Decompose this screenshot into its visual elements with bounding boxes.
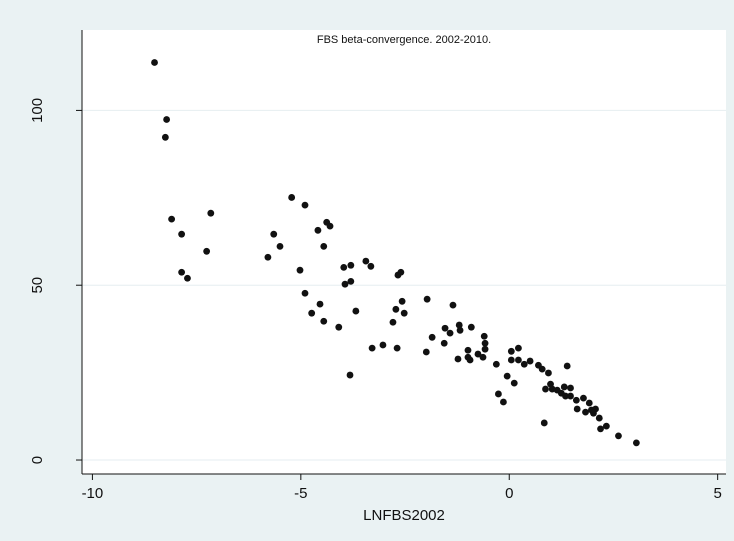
point [520, 360, 528, 368]
plot-area [82, 30, 726, 474]
point [602, 422, 610, 430]
point [400, 309, 408, 317]
point [563, 362, 571, 370]
point [454, 355, 462, 363]
point [495, 390, 502, 398]
point [316, 300, 324, 308]
point [507, 356, 515, 364]
x-tick-label: -5 [294, 485, 307, 502]
point [389, 318, 397, 326]
chart-title: FBS beta-convergence. 2002-2010. [317, 34, 491, 46]
point [397, 268, 405, 276]
x-tick-label: 0 [505, 485, 513, 502]
point [440, 339, 448, 347]
point [526, 357, 534, 365]
point [335, 323, 343, 331]
point [398, 297, 406, 305]
point [597, 425, 604, 433]
point [595, 414, 603, 422]
point [510, 379, 518, 387]
point [615, 432, 622, 440]
point [163, 116, 171, 123]
x-tick-label: 5 [713, 485, 721, 502]
point [184, 274, 191, 282]
point [288, 194, 296, 201]
point [352, 307, 360, 315]
point [464, 346, 472, 354]
point [479, 353, 487, 361]
point [500, 398, 507, 406]
point [585, 399, 593, 407]
point [161, 133, 169, 141]
point [301, 289, 309, 297]
point [347, 277, 355, 285]
point [466, 356, 474, 364]
point [456, 326, 464, 334]
point [308, 309, 316, 317]
point [347, 261, 355, 269]
point [481, 339, 489, 347]
point [582, 408, 589, 416]
point [446, 329, 454, 337]
point [515, 344, 522, 352]
point [168, 215, 176, 223]
point [449, 301, 457, 309]
point [207, 209, 215, 217]
point [340, 263, 348, 271]
point [567, 384, 574, 392]
point [515, 356, 522, 364]
point [422, 348, 430, 356]
point [474, 350, 482, 358]
point [560, 383, 568, 391]
point [178, 268, 186, 276]
point [178, 230, 186, 238]
point [455, 321, 463, 329]
point [362, 257, 370, 265]
point [580, 394, 587, 402]
point [492, 360, 500, 368]
point [562, 392, 569, 400]
point [423, 295, 431, 303]
point [481, 345, 489, 353]
point [545, 369, 552, 377]
point [542, 385, 549, 393]
point [326, 222, 334, 230]
point [301, 201, 309, 209]
x-axis-label: LNFBS2002 [363, 507, 445, 524]
point [428, 333, 436, 341]
point [320, 243, 328, 250]
point [392, 305, 400, 313]
point [270, 230, 278, 238]
point [346, 371, 354, 379]
point [367, 262, 375, 270]
point [151, 59, 158, 66]
point [320, 317, 328, 325]
y-tick-label: 0 [29, 456, 46, 464]
point [503, 372, 511, 380]
point [368, 344, 376, 352]
point [538, 365, 546, 373]
point [203, 247, 211, 255]
point [341, 280, 349, 288]
point [276, 243, 284, 250]
y-tick-label: 100 [29, 98, 46, 123]
point [379, 341, 387, 349]
point [467, 323, 475, 331]
point [572, 396, 580, 404]
point [590, 409, 597, 417]
point [507, 347, 515, 355]
point [393, 344, 401, 352]
point [441, 324, 449, 332]
point [573, 405, 581, 413]
point [314, 226, 322, 234]
point [540, 419, 548, 427]
x-tick-label: -10 [82, 485, 104, 502]
point [296, 266, 304, 274]
point [264, 253, 272, 261]
point [567, 392, 574, 400]
point [632, 439, 640, 447]
y-tick-label: 50 [29, 277, 46, 294]
point [480, 332, 488, 340]
